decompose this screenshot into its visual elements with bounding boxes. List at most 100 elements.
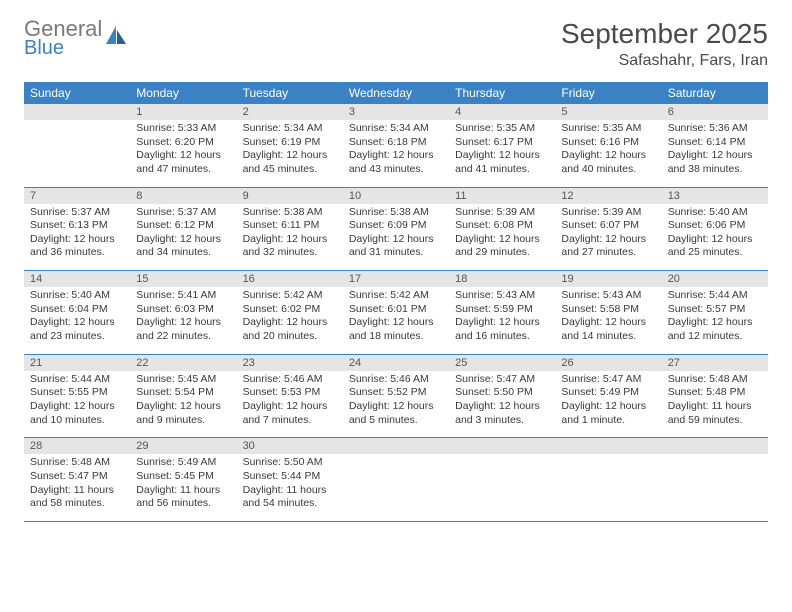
sunrise-line: Sunrise: 5:47 AM: [561, 373, 655, 387]
calendar-week-row: 14Sunrise: 5:40 AMSunset: 6:04 PMDayligh…: [24, 271, 768, 355]
day-details: Sunrise: 5:34 AMSunset: 6:19 PMDaylight:…: [237, 120, 343, 187]
daylight-line: Daylight: 12 hours and 43 minutes.: [349, 149, 443, 176]
day-details: Sunrise: 5:40 AMSunset: 6:06 PMDaylight:…: [662, 204, 768, 271]
daylight-line: Daylight: 12 hours and 22 minutes.: [136, 316, 230, 343]
day-number: 11: [449, 188, 555, 204]
calendar-day-cell: [449, 438, 555, 522]
day-number: 28: [24, 438, 130, 454]
day-number: 10: [343, 188, 449, 204]
sunrise-line: Sunrise: 5:42 AM: [243, 289, 337, 303]
sunset-line: Sunset: 5:50 PM: [455, 386, 549, 400]
sunrise-line: Sunrise: 5:49 AM: [136, 456, 230, 470]
day-details: [449, 454, 555, 514]
sunset-line: Sunset: 5:45 PM: [136, 470, 230, 484]
calendar-day-cell: 19Sunrise: 5:43 AMSunset: 5:58 PMDayligh…: [555, 271, 661, 355]
day-details: Sunrise: 5:47 AMSunset: 5:50 PMDaylight:…: [449, 371, 555, 438]
calendar-day-cell: 13Sunrise: 5:40 AMSunset: 6:06 PMDayligh…: [662, 187, 768, 271]
sunrise-line: Sunrise: 5:38 AM: [349, 206, 443, 220]
calendar-body: 1Sunrise: 5:33 AMSunset: 6:20 PMDaylight…: [24, 104, 768, 521]
day-number: 26: [555, 355, 661, 371]
daylight-line: Daylight: 12 hours and 40 minutes.: [561, 149, 655, 176]
location-label: Safashahr, Fars, Iran: [561, 52, 768, 70]
day-details: Sunrise: 5:46 AMSunset: 5:53 PMDaylight:…: [237, 371, 343, 438]
sunrise-line: Sunrise: 5:42 AM: [349, 289, 443, 303]
day-details: Sunrise: 5:44 AMSunset: 5:55 PMDaylight:…: [24, 371, 130, 438]
sunrise-line: Sunrise: 5:46 AM: [349, 373, 443, 387]
calendar-day-cell: 4Sunrise: 5:35 AMSunset: 6:17 PMDaylight…: [449, 104, 555, 187]
day-number: 23: [237, 355, 343, 371]
calendar-day-cell: 26 Sunrise: 5:47 AMSunset: 5:49 PMDayligh…: [555, 354, 661, 438]
sunset-line: Sunset: 5:49 PM: [561, 386, 655, 400]
daylight-line: Daylight: 12 hours and 5 minutes.: [349, 400, 443, 427]
day-number: 5: [555, 104, 661, 120]
sunset-line: Sunset: 6:02 PM: [243, 303, 337, 317]
day-details: Sunrise: 5:44 AMSunset: 5:57 PMDaylight:…: [662, 287, 768, 354]
day-details: Sunrise: 5:37 AMSunset: 6:13 PMDaylight:…: [24, 204, 130, 271]
calendar-day-cell: 3Sunrise: 5:34 AMSunset: 6:18 PMDaylight…: [343, 104, 449, 187]
sunrise-line: Sunrise: 5:44 AM: [30, 373, 124, 387]
day-details: Sunrise: 5:36 AMSunset: 6:14 PMDaylight:…: [662, 120, 768, 187]
calendar-day-cell: 12Sunrise: 5:39 AMSunset: 6:07 PMDayligh…: [555, 187, 661, 271]
day-number: 15: [130, 271, 236, 287]
sunrise-line: Sunrise: 5:47 AM: [455, 373, 549, 387]
day-details: [343, 454, 449, 514]
sunrise-line: Sunrise: 5:48 AM: [30, 456, 124, 470]
sunrise-line: Sunrise: 5:39 AM: [561, 206, 655, 220]
day-details: [24, 120, 130, 180]
daylight-line: Daylight: 12 hours and 38 minutes.: [668, 149, 762, 176]
weekday-header: Monday: [130, 82, 236, 104]
daylight-line: Daylight: 11 hours and 58 minutes.: [30, 484, 124, 511]
sunrise-line: Sunrise: 5:46 AM: [243, 373, 337, 387]
day-details: Sunrise: 5:50 AMSunset: 5:44 PMDaylight:…: [237, 454, 343, 521]
sunset-line: Sunset: 5:44 PM: [243, 470, 337, 484]
day-details: [555, 454, 661, 514]
day-details: [662, 454, 768, 514]
daylight-line: Daylight: 12 hours and 25 minutes.: [668, 233, 762, 260]
calendar-day-cell: 6Sunrise: 5:36 AMSunset: 6:14 PMDaylight…: [662, 104, 768, 187]
daylight-line: Daylight: 12 hours and 9 minutes.: [136, 400, 230, 427]
calendar-day-cell: 29Sunrise: 5:49 AMSunset: 5:45 PMDayligh…: [130, 438, 236, 522]
weekday-header: Friday: [555, 82, 661, 104]
day-number: 7: [24, 188, 130, 204]
day-details: Sunrise: 5:42 AMSunset: 6:02 PMDaylight:…: [237, 287, 343, 354]
day-number: 4: [449, 104, 555, 120]
day-number: 1: [130, 104, 236, 120]
sunset-line: Sunset: 6:17 PM: [455, 136, 549, 150]
sunrise-line: Sunrise: 5:48 AM: [668, 373, 762, 387]
calendar-day-cell: 18Sunrise: 5:43 AMSunset: 5:59 PMDayligh…: [449, 271, 555, 355]
calendar-day-cell: 23Sunrise: 5:46 AMSunset: 5:53 PMDayligh…: [237, 354, 343, 438]
sunrise-line: Sunrise: 5:38 AM: [243, 206, 337, 220]
day-details: Sunrise: 5:38 AMSunset: 6:11 PMDaylight:…: [237, 204, 343, 271]
calendar-day-cell: 5Sunrise: 5:35 AMSunset: 6:16 PMDaylight…: [555, 104, 661, 187]
daylight-line: Daylight: 12 hours and 1 minute.: [561, 400, 655, 427]
daylight-line: Daylight: 12 hours and 16 minutes.: [455, 316, 549, 343]
daylight-line: Daylight: 12 hours and 14 minutes.: [561, 316, 655, 343]
daylight-line: Daylight: 12 hours and 32 minutes.: [243, 233, 337, 260]
sunset-line: Sunset: 5:57 PM: [668, 303, 762, 317]
day-number: 29: [130, 438, 236, 454]
sunset-line: Sunset: 6:11 PM: [243, 219, 337, 233]
sunrise-line: Sunrise: 5:43 AM: [561, 289, 655, 303]
day-number: 21: [24, 355, 130, 371]
day-details: Sunrise: 5:33 AMSunset: 6:20 PMDaylight:…: [130, 120, 236, 187]
daylight-line: Daylight: 12 hours and 41 minutes.: [455, 149, 549, 176]
sunset-line: Sunset: 6:14 PM: [668, 136, 762, 150]
daylight-line: Daylight: 12 hours and 23 minutes.: [30, 316, 124, 343]
day-number: 20: [662, 271, 768, 287]
calendar-day-cell: 15Sunrise: 5:41 AMSunset: 6:03 PMDayligh…: [130, 271, 236, 355]
sunrise-line: Sunrise: 5:50 AM: [243, 456, 337, 470]
day-details: Sunrise: 5:39 AMSunset: 6:08 PMDaylight:…: [449, 204, 555, 271]
calendar-day-cell: [24, 104, 130, 187]
sunrise-line: Sunrise: 5:34 AM: [243, 122, 337, 136]
day-number: 3: [343, 104, 449, 120]
calendar-day-cell: 10Sunrise: 5:38 AMSunset: 6:09 PMDayligh…: [343, 187, 449, 271]
day-details: Sunrise: 5:37 AMSunset: 6:12 PMDaylight:…: [130, 204, 236, 271]
sunset-line: Sunset: 5:58 PM: [561, 303, 655, 317]
daylight-line: Daylight: 12 hours and 27 minutes.: [561, 233, 655, 260]
sunset-line: Sunset: 6:04 PM: [30, 303, 124, 317]
month-title: September 2025: [561, 18, 768, 50]
calendar-day-cell: 2Sunrise: 5:34 AMSunset: 6:19 PMDaylight…: [237, 104, 343, 187]
calendar-day-cell: 21Sunrise: 5:44 AMSunset: 5:55 PMDayligh…: [24, 354, 130, 438]
daylight-line: Daylight: 12 hours and 47 minutes.: [136, 149, 230, 176]
day-number: 25: [449, 355, 555, 371]
